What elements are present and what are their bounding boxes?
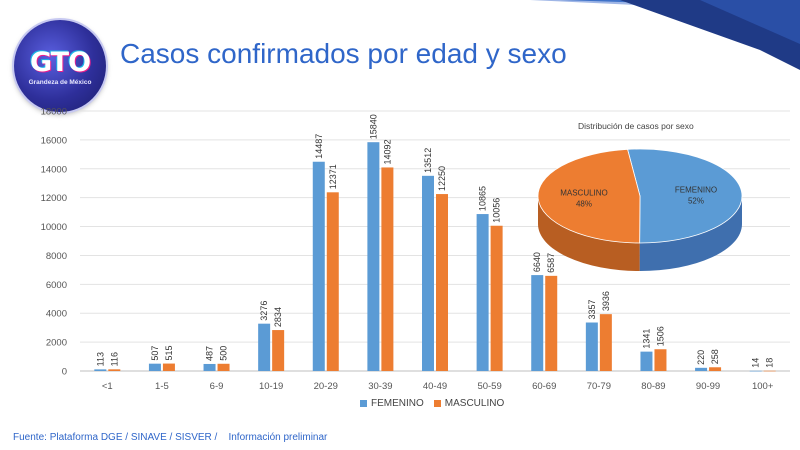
bar-femenino [695,367,708,371]
bar-masculino [654,349,667,371]
x-tick-label: 100+ [752,381,774,392]
data-label-masculino: 12371 [328,164,338,189]
data-label-masculino: 6587 [546,253,556,273]
bar-masculino [763,370,776,372]
y-tick-label: 12000 [41,193,67,204]
pie-slice-masculino [537,148,641,244]
bar-femenino [640,351,653,371]
data-label-femenino: 507 [150,346,160,361]
y-tick-label: 4000 [46,309,67,320]
data-label-masculino: 1506 [655,326,665,346]
bar-masculino [272,330,285,371]
logo-text: GTO [29,47,91,78]
y-tick-label: 0 [62,367,67,378]
data-label-masculino: 18 [765,358,775,368]
legend-item-femenino: FEMENINO [360,398,424,409]
bar-femenino [312,161,325,371]
bar-femenino [476,214,489,371]
data-label-masculino: 12250 [437,166,447,191]
data-label-femenino: 113 [95,352,105,366]
legend-item-masculino: MASCULINO [433,398,505,409]
y-tick-label: 16000 [41,135,67,146]
legend-swatch-masculino [433,400,441,407]
pie-label-femenino: FEMENINO [675,185,717,194]
data-label-femenino: 14 [751,358,761,368]
data-label-femenino: 3276 [259,301,269,321]
x-tick-label: 70-79 [587,381,611,392]
data-label-masculino: 2834 [273,307,283,327]
y-tick-label: 18000 [41,107,67,118]
bar-masculino [217,363,230,371]
bar-masculino [545,275,558,371]
gto-logo: GTO Grandeza de México [14,20,106,112]
x-tick-label: 20-29 [314,381,338,392]
data-label-masculino: 515 [164,346,174,361]
x-tick-label: 40-49 [423,381,447,392]
pie-side-femenino [639,196,742,271]
data-label-femenino: 6640 [532,252,542,272]
bar-femenino [258,323,271,371]
data-label-femenino: 487 [205,346,215,361]
bar-masculino [436,194,448,371]
data-label-femenino: 1341 [641,329,651,349]
bar-femenino [203,363,216,371]
legend-label-femenino: FEMENINO [371,398,424,409]
x-tick-label: 10-19 [259,381,283,392]
legend-label-masculino: MASCULINO [444,398,505,409]
pie-value-femenino: 52% [688,196,704,205]
bar-masculino [326,192,339,371]
bar-masculino [381,167,394,371]
bar-masculino [599,314,612,371]
pie-slice-femenino [627,148,743,244]
data-label-femenino: 14487 [314,134,324,159]
data-label-femenino: 220 [696,350,706,365]
bar-masculino [709,367,722,371]
data-label-masculino: 10056 [492,198,502,223]
pie-label-masculino: MASCULINO [560,189,608,198]
data-label-femenino: 3357 [587,299,597,319]
bar-femenino [422,175,434,371]
bar-masculino [108,369,121,371]
page-title: Casos confirmados por edad y sexo [120,38,567,69]
data-label-femenino: 10865 [478,186,488,211]
y-tick-label: 10000 [41,222,67,233]
pie-side-masculino [538,196,640,271]
data-label-masculino: 500 [219,346,229,361]
x-tick-label: 80-89 [641,381,665,392]
source-note: Fuente: Plataforma DGE / SINAVE / SISVER… [13,432,328,443]
y-tick-label: 8000 [46,251,67,262]
data-label-femenino: 15840 [368,114,378,139]
y-tick-label: 14000 [41,164,67,175]
x-tick-label: 30-39 [368,381,392,392]
bar-masculino [162,363,175,371]
bar-femenino [531,275,544,371]
logo-tagline: Grandeza de México [28,79,92,86]
data-label-masculino: 258 [710,349,720,364]
x-tick-label: 50-59 [477,381,501,392]
data-label-masculino: 3936 [601,291,611,311]
x-tick-label: 60-69 [532,381,556,392]
bar-femenino [367,142,380,371]
pie-chart-title: Distribución de casos por sexo [578,121,694,131]
bar-femenino [585,322,598,371]
y-tick-label: 2000 [46,338,67,349]
x-tick-label: 6-9 [210,381,224,392]
bar-masculino [490,225,503,371]
bar-femenino [148,363,161,371]
data-label-masculino: 14092 [382,139,392,164]
chart-legend: FEMENINO MASCULINO [360,398,514,409]
x-tick-label: <1 [102,381,113,392]
bar-femenino [94,369,107,371]
x-tick-label: 90-99 [696,381,720,392]
pie-value-masculino: 48% [576,200,592,209]
x-tick-label: 1-5 [155,381,169,392]
data-label-masculino: 116 [109,352,119,366]
legend-swatch-femenino [360,400,367,407]
y-tick-label: 6000 [46,280,67,291]
data-label-femenino: 13512 [423,148,433,173]
bar-femenino [749,370,762,372]
